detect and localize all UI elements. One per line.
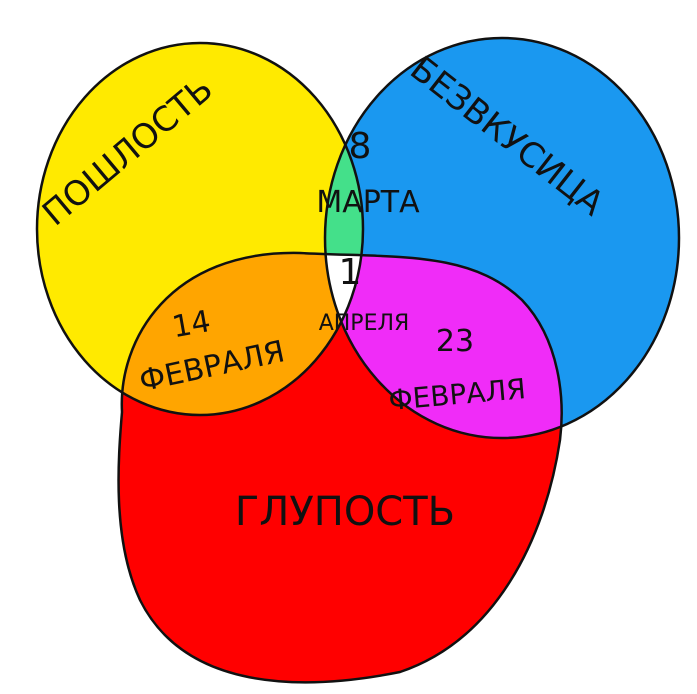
region-blue-red	[325, 252, 562, 438]
label-yellow-blue-month: МАРТА	[316, 185, 420, 220]
label-yellow-blue-day: 8	[349, 126, 372, 167]
label-all-month: АПРЕЛЯ	[319, 311, 410, 336]
label-all-day: 1	[339, 252, 362, 293]
label-yellow-red-day: 14	[170, 304, 214, 345]
set-blue-outline	[323, 36, 681, 440]
region-yellow-red	[118, 252, 363, 415]
set-label-red: ГЛУПОСТЬ	[235, 489, 455, 535]
set-red-outline	[117, 251, 563, 684]
label-blue-red-day: 23	[436, 324, 474, 359]
set-yellow-outline	[35, 41, 365, 417]
